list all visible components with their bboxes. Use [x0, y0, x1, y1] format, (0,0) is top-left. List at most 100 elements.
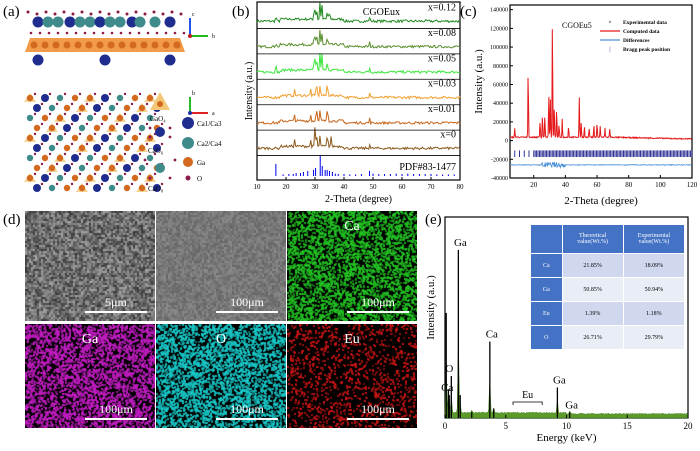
series-label: x=0.01	[428, 104, 456, 115]
atom	[33, 164, 41, 172]
y-tick-label: 80000	[493, 64, 508, 70]
atom-o	[85, 122, 89, 126]
axis-origin	[188, 111, 192, 115]
y-tick-label: 100000	[490, 45, 508, 51]
atom-o	[63, 112, 67, 116]
atom	[33, 144, 41, 152]
legend-swatch	[182, 137, 194, 149]
table-header-cell: Theoretical value(Wt.%)	[561, 224, 624, 254]
atom-o	[168, 176, 172, 180]
atom-o	[115, 162, 119, 166]
atom-ga	[129, 41, 137, 49]
atom-o	[143, 12, 147, 16]
atom-o	[63, 172, 67, 176]
panel-b-label: (b)	[232, 4, 250, 20]
atom-o	[173, 158, 177, 162]
atom	[78, 184, 86, 192]
atom-o	[40, 182, 44, 186]
atom-ga	[96, 41, 104, 49]
x-axis-label: 2-Theta (degree)	[325, 194, 392, 205]
value-cell: 29.79%	[622, 325, 686, 350]
atom	[33, 124, 41, 132]
atom-o	[93, 92, 97, 96]
atom-o	[100, 142, 104, 146]
tile-image	[25, 324, 155, 428]
element-label: O	[215, 332, 227, 347]
atom	[146, 114, 154, 122]
atom-o	[123, 92, 127, 96]
y-tick-label: 60000	[493, 82, 508, 88]
atom-o	[153, 92, 157, 96]
atom	[153, 144, 161, 152]
atom-o	[115, 102, 119, 106]
atom	[93, 144, 101, 152]
atom	[123, 144, 131, 152]
table-row: Ga 50.85% 50.94%	[530, 277, 686, 302]
atom	[56, 134, 64, 142]
polyhedron-label: GaO₄	[150, 115, 166, 123]
atom-o	[33, 132, 37, 136]
xrd-patterns-chart: x=0.12 x=0.08 x=0.05 x=0.03 x=0.01 x=0 CGOEux P…	[244, 1, 464, 205]
atom	[48, 124, 56, 132]
atom	[116, 134, 124, 142]
y-tick-label: 40000	[493, 101, 508, 107]
gao4-layer	[25, 38, 185, 52]
atom-ca	[42, 16, 54, 28]
atom-o	[148, 176, 152, 180]
x-tick-label: 0	[443, 421, 448, 431]
legend-swatch: |	[609, 47, 610, 53]
atom-o	[71, 12, 75, 16]
atom-o	[55, 162, 59, 166]
peak-label: Ga	[565, 399, 578, 411]
panel-c-label: (c)	[460, 4, 477, 20]
atom-o	[78, 172, 82, 176]
spectrum-fill	[444, 337, 689, 419]
atom	[138, 144, 146, 152]
panel-e-label: (e)	[425, 212, 442, 228]
value-cell: 50.94%	[622, 277, 686, 302]
atom	[93, 124, 101, 132]
series-label: x=0.12	[428, 2, 456, 13]
atom-ca	[94, 16, 106, 28]
atom-ga	[151, 41, 159, 49]
cao6-center	[155, 127, 165, 137]
atom-o	[108, 152, 112, 156]
table-header-row: Theoretical value(Wt.%) Experimental valu…	[530, 224, 686, 254]
atom-o	[48, 172, 52, 176]
x-tick-label: 40	[341, 183, 349, 191]
legend-label: Ga	[197, 159, 206, 167]
atom-o	[85, 142, 89, 146]
atom-ga	[74, 41, 82, 49]
atom-o	[89, 12, 93, 16]
atom-o	[26, 10, 30, 14]
eds-map-eu: Eu 100μm	[287, 324, 417, 428]
atom	[71, 114, 79, 122]
plot-frame	[256, 1, 461, 181]
atom-o	[168, 126, 172, 130]
atom	[138, 124, 146, 132]
atom-o	[164, 31, 168, 35]
atom-o	[161, 12, 165, 16]
atom-ca	[84, 16, 96, 28]
atom	[41, 154, 49, 162]
atom	[101, 94, 109, 102]
atom	[63, 144, 71, 152]
axis-origin	[188, 34, 192, 38]
peak-label: O	[445, 363, 453, 375]
atom-ga	[118, 41, 126, 49]
atom-o	[108, 172, 112, 176]
atom	[153, 184, 161, 192]
scale-bar-label: 100μm	[230, 295, 264, 309]
atom-o	[55, 182, 59, 186]
atom	[26, 154, 34, 162]
atom-ca	[126, 16, 138, 28]
atom-o	[78, 112, 82, 116]
sem-image: 100μm	[156, 211, 286, 321]
atom	[123, 124, 131, 132]
x-tick-label: 80	[625, 181, 633, 189]
atom-o	[55, 122, 59, 126]
atom	[101, 114, 109, 122]
tile-image	[156, 211, 286, 321]
value-cell: 1.39%	[561, 301, 624, 326]
atom-ga	[30, 41, 38, 49]
